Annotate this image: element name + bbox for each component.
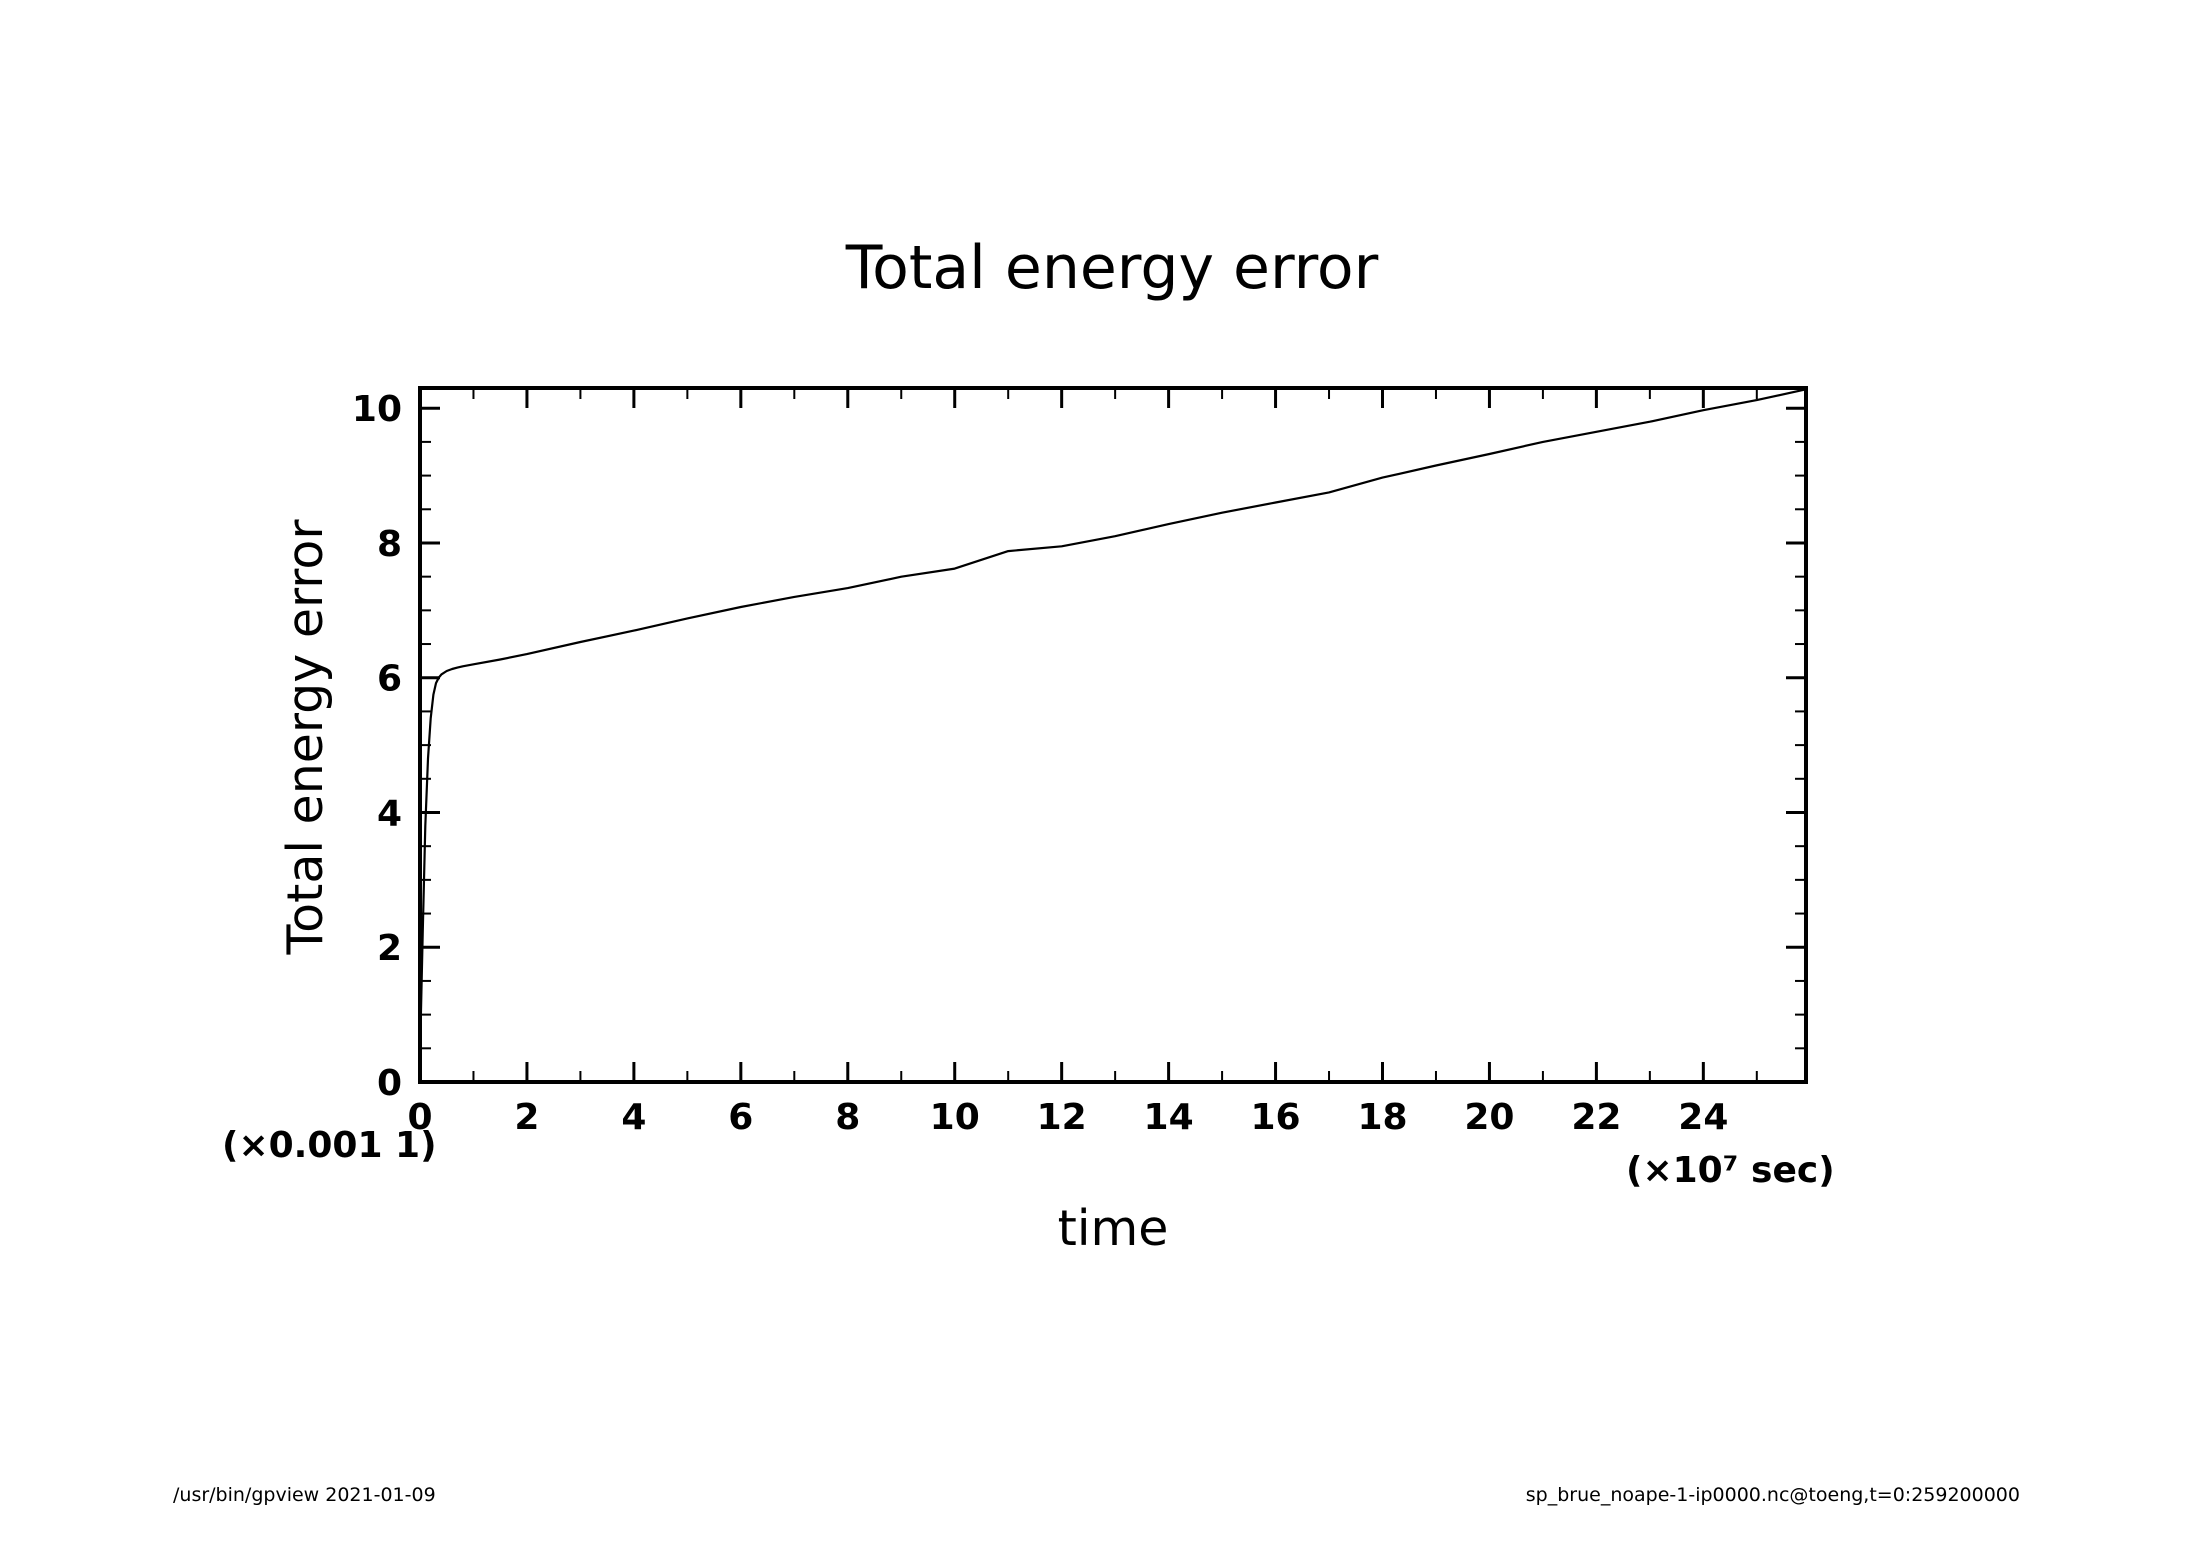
plot-frame: [418, 386, 1808, 1084]
x-tick-group: 0 2 4 6 8 10 12 14 16 18 20 22 24: [407, 388, 1758, 1138]
x-tick-label: 20: [1464, 1097, 1514, 1138]
x-tick-label: 22: [1571, 1097, 1621, 1138]
x-tick-label: 14: [1144, 1097, 1194, 1138]
y-tick-label: 8: [377, 524, 402, 565]
x-tick-label: 6: [728, 1097, 753, 1138]
x-tick-label: 18: [1357, 1097, 1407, 1138]
y-tick-label: 6: [377, 659, 402, 700]
x-tick-label: 10: [930, 1097, 980, 1138]
y-tick-label: 4: [377, 793, 402, 834]
x-tick-label: 16: [1251, 1097, 1301, 1138]
y-tick-label: 0: [377, 1063, 402, 1104]
x-tick-label: 12: [1037, 1097, 1087, 1138]
footer-right: sp_brue_noape-1-ip0000.nc@toeng,t=0:2592…: [1526, 1484, 2020, 1506]
y-tick-label: 2: [377, 928, 402, 969]
x-tick-label: 4: [621, 1097, 646, 1138]
x-tick-label: 0: [407, 1097, 432, 1138]
x-axis-label: time: [1058, 1200, 1169, 1257]
x-tick-label: 8: [835, 1097, 860, 1138]
x-tick-label: 2: [514, 1097, 539, 1138]
x-tick-label: 24: [1678, 1097, 1728, 1138]
y-unit-label: (×0.001 1): [222, 1125, 437, 1166]
y-tick-label: 10: [352, 389, 402, 430]
data-line: [418, 388, 1807, 1056]
x-unit-label: (×10⁷ sec): [1626, 1150, 1835, 1191]
footer-left: /usr/bin/gpview 2021-01-09: [173, 1484, 436, 1506]
y-tick-group: 0 2 4 6 8 10: [352, 389, 1806, 1104]
y-axis-label: Total energy error: [277, 519, 334, 956]
chart-title: Total energy error: [845, 233, 1379, 303]
